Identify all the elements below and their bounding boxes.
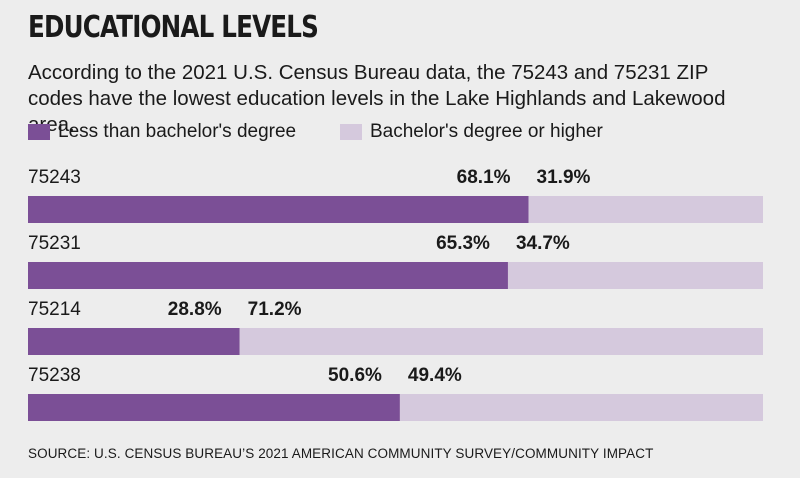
legend-item-bachelors-or-higher: Bachelor's degree or higher — [340, 120, 603, 144]
legend-label-less-than-bachelors: Less than bachelor's degree — [58, 121, 297, 142]
category-label-75243: 75243 — [28, 167, 81, 188]
category-label-75214: 75214 — [28, 299, 81, 320]
bar-segment-bachelors-or-higher-75243 — [528, 196, 763, 223]
bar-segment-less-than-bachelors-75231 — [28, 262, 508, 289]
data-label-less-than-bachelors-75238: 50.6% — [328, 365, 382, 386]
bar-segment-bachelors-or-higher-75214 — [239, 328, 763, 355]
bar-row-75214: 75214 28.8% 71.2% — [28, 299, 763, 355]
bar-segment-less-than-bachelors-75214 — [28, 328, 240, 355]
category-label-75238: 75238 — [28, 365, 81, 386]
bar-segment-less-than-bachelors-75238 — [28, 394, 400, 421]
bar-segment-bachelors-or-higher-75231 — [507, 262, 763, 289]
category-label-75231: 75231 — [28, 233, 81, 254]
data-label-less-than-bachelors-75231: 65.3% — [436, 233, 490, 254]
legend-item-less-than-bachelors: Less than bachelor's degree — [28, 120, 296, 144]
legend: Less than bachelor's degree Bachelor's d… — [28, 120, 768, 144]
legend-swatch-bachelors-or-higher — [340, 124, 362, 140]
data-label-bachelors-or-higher-75231: 34.7% — [516, 233, 570, 254]
data-label-less-than-bachelors-75214: 28.8% — [168, 299, 222, 320]
data-label-less-than-bachelors-75243: 68.1% — [457, 167, 511, 188]
data-label-bachelors-or-higher-75243: 31.9% — [537, 167, 591, 188]
bar-segment-bachelors-or-higher-75238 — [399, 394, 763, 421]
data-label-bachelors-or-higher-75238: 49.4% — [408, 365, 462, 386]
data-label-bachelors-or-higher-75214: 71.2% — [248, 299, 302, 320]
bar-segment-less-than-bachelors-75243 — [28, 196, 529, 223]
source-note: SOURCE: U.S. CENSUS BUREAU’S 2021 AMERIC… — [28, 446, 654, 461]
legend-swatch-less-than-bachelors — [28, 124, 50, 140]
legend-label-bachelors-or-higher: Bachelor's degree or higher — [370, 121, 603, 142]
chart-title: EDUCATIONAL LEVELS — [28, 10, 319, 45]
bar-row-75231: 75231 65.3% 34.7% — [28, 233, 763, 289]
bar-row-75243: 75243 68.1% 31.9% — [28, 167, 763, 223]
stacked-bar-chart: 75243 68.1% 31.9% 75231 65.3% 34.7% 75214 28.8%… — [28, 167, 763, 421]
bar-row-75238: 75238 50.6% 49.4% — [28, 365, 763, 421]
